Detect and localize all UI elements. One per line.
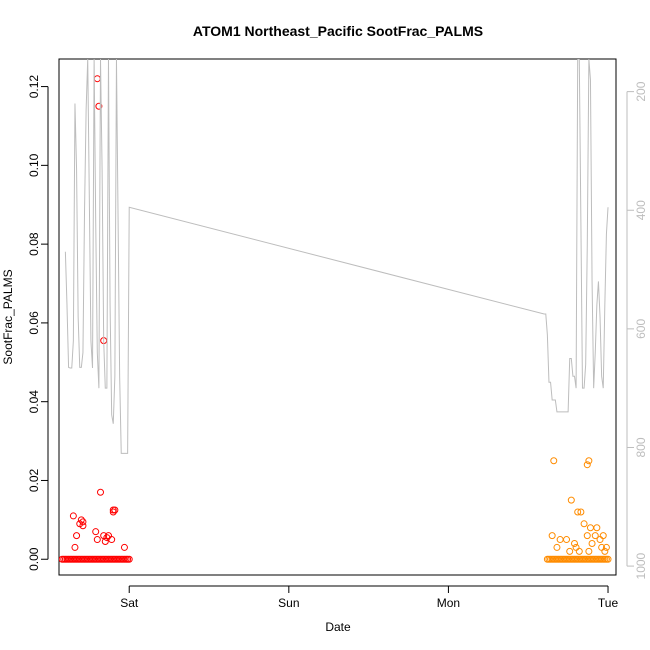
x-axis: Sat Sun Mon Tue bbox=[120, 585, 619, 610]
y2-tick-label-3: 800 bbox=[634, 437, 648, 457]
y-tick-label-5: 0.10 bbox=[27, 153, 41, 177]
series-1-point bbox=[550, 457, 558, 465]
y-tick-label-0: 0.00 bbox=[27, 547, 41, 571]
series-0-point bbox=[71, 543, 79, 551]
series-1-point bbox=[580, 520, 588, 528]
series-1-point bbox=[577, 508, 585, 516]
series-1-point bbox=[588, 539, 596, 547]
plot-frame bbox=[58, 58, 617, 576]
series-1-point bbox=[567, 496, 575, 504]
series-1-point bbox=[563, 536, 571, 544]
x-tick-label-0: Sat bbox=[120, 596, 139, 610]
series-0-point bbox=[79, 518, 87, 526]
series-0-point bbox=[109, 508, 117, 516]
y-tick-label-2: 0.04 bbox=[27, 390, 41, 414]
x-tick-label-2: Mon bbox=[437, 596, 460, 610]
series-1-point bbox=[583, 461, 591, 469]
y-axis: 0.00 0.02 0.04 0.06 0.08 0.10 0.12 bbox=[27, 75, 49, 571]
series-1-point bbox=[553, 543, 561, 551]
series-0-point bbox=[109, 506, 117, 514]
series-0-point bbox=[95, 102, 103, 110]
series-1-point bbox=[596, 536, 604, 544]
chart-title: ATOM1 Northeast_Pacific SootFrac_PALMS bbox=[193, 23, 483, 39]
series-layer bbox=[59, 59, 612, 563]
series-0-point bbox=[93, 75, 101, 83]
series-1-point bbox=[548, 532, 556, 540]
series-1-point bbox=[591, 532, 599, 540]
series-0-point bbox=[120, 543, 128, 551]
y2-tick-label-0: 200 bbox=[634, 81, 648, 101]
series-1-point bbox=[566, 547, 574, 555]
x-tick-label-3: Tue bbox=[598, 596, 619, 610]
y-axis-label: SootFrac_PALMS bbox=[1, 269, 15, 364]
series-1-point bbox=[556, 536, 564, 544]
series-0-point bbox=[125, 555, 133, 563]
series-1-point bbox=[601, 547, 609, 555]
y2-tick-label-1: 400 bbox=[634, 200, 648, 220]
x-axis-label: Date bbox=[325, 620, 351, 634]
series-0-point bbox=[108, 536, 116, 544]
series-1-point bbox=[571, 539, 578, 547]
y-tick-label-6: 0.12 bbox=[27, 75, 41, 99]
series-0-point bbox=[79, 522, 87, 530]
series-1-point bbox=[585, 547, 593, 555]
y2-tick-label-2: 600 bbox=[634, 319, 648, 339]
series-1-point bbox=[599, 532, 607, 540]
series-0-point bbox=[101, 538, 109, 546]
series-0-point bbox=[69, 512, 77, 520]
series-1-point bbox=[572, 543, 580, 551]
series-1-point bbox=[583, 532, 591, 540]
series-0-point bbox=[97, 488, 104, 496]
series-1-point bbox=[575, 547, 583, 555]
y-tick-label-3: 0.06 bbox=[27, 311, 41, 335]
series-0-point bbox=[93, 536, 101, 544]
series-1-point bbox=[593, 524, 601, 532]
series-1-point bbox=[586, 524, 594, 532]
x-tick-label-1: Sun bbox=[278, 596, 299, 610]
series-1-point bbox=[574, 508, 582, 516]
series-1-point bbox=[604, 555, 612, 563]
y-tick-label-1: 0.02 bbox=[27, 468, 41, 492]
y2-tick-label-4: 1000 bbox=[634, 552, 648, 579]
series-0-point bbox=[73, 532, 81, 540]
y2-axis: 200 400 600 800 1000 bbox=[626, 81, 648, 579]
series-1-point bbox=[585, 457, 593, 465]
y-tick-label-4: 0.08 bbox=[27, 232, 41, 256]
series-2-line bbox=[64, 59, 609, 454]
series-1-point bbox=[602, 543, 610, 551]
series-0-point bbox=[92, 528, 100, 536]
